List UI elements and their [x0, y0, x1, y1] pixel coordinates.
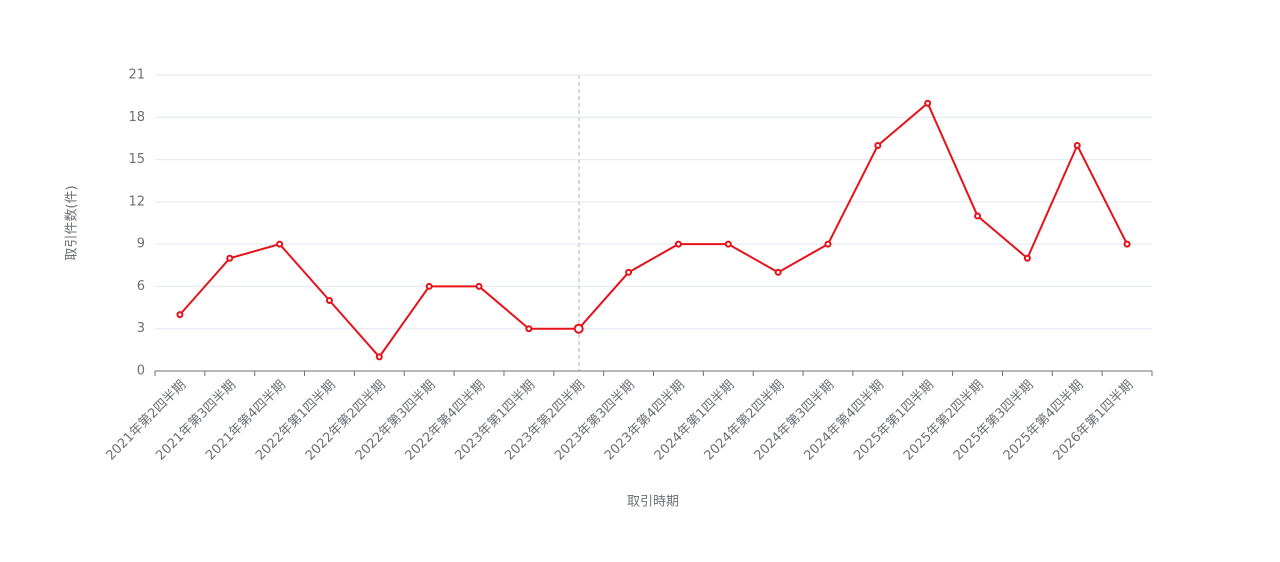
point — [276, 240, 284, 248]
y-tick-label: 3 — [137, 321, 145, 336]
point — [924, 99, 932, 107]
point — [1023, 254, 1031, 262]
point — [226, 254, 234, 262]
point — [824, 240, 832, 248]
point — [375, 353, 383, 361]
point — [475, 282, 483, 290]
y-tick-label: 9 — [137, 237, 145, 252]
point — [874, 141, 882, 149]
x-axis-title: 取引時期 — [627, 495, 679, 510]
y-tick-label: 21 — [128, 68, 145, 83]
point — [1123, 240, 1131, 248]
point — [774, 268, 782, 276]
point — [176, 311, 184, 319]
point — [724, 240, 732, 248]
point — [625, 268, 633, 276]
point — [573, 323, 584, 334]
point — [674, 240, 682, 248]
y-axis-title: 取引件数(件) — [65, 185, 80, 260]
y-tick-label: 15 — [128, 152, 145, 167]
point — [974, 212, 982, 220]
line — [179, 102, 1128, 358]
point — [325, 297, 333, 305]
y-tick-label: 6 — [137, 279, 145, 294]
point — [1073, 141, 1081, 149]
point — [525, 325, 533, 333]
y-tick-label: 12 — [128, 194, 145, 209]
y-tick-label: 18 — [128, 110, 145, 125]
y-tick-label: 0 — [137, 364, 145, 379]
point — [425, 282, 433, 290]
